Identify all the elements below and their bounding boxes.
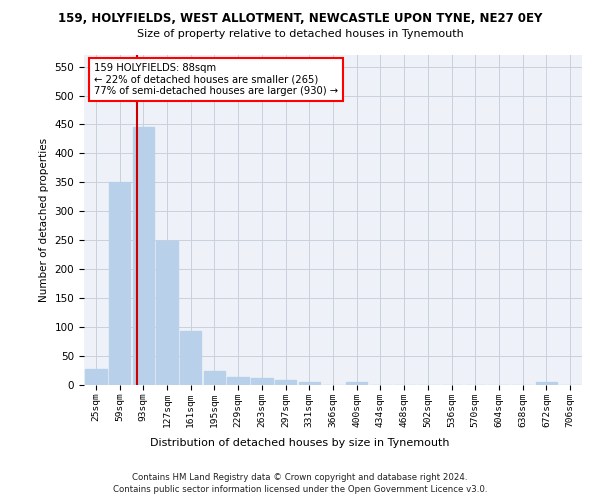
- Bar: [109, 182, 130, 385]
- Text: Contains public sector information licensed under the Open Government Licence v3: Contains public sector information licen…: [113, 485, 487, 494]
- Bar: [346, 382, 367, 385]
- Bar: [133, 128, 154, 385]
- Bar: [227, 377, 249, 385]
- Text: 159, HOLYFIELDS, WEST ALLOTMENT, NEWCASTLE UPON TYNE, NE27 0EY: 159, HOLYFIELDS, WEST ALLOTMENT, NEWCAST…: [58, 12, 542, 26]
- Bar: [157, 242, 178, 385]
- Bar: [180, 331, 202, 385]
- Text: Contains HM Land Registry data © Crown copyright and database right 2024.: Contains HM Land Registry data © Crown c…: [132, 472, 468, 482]
- Bar: [251, 378, 272, 385]
- Text: Distribution of detached houses by size in Tynemouth: Distribution of detached houses by size …: [150, 438, 450, 448]
- Bar: [275, 380, 296, 385]
- Bar: [204, 371, 225, 385]
- Text: 159 HOLYFIELDS: 88sqm
← 22% of detached houses are smaller (265)
77% of semi-det: 159 HOLYFIELDS: 88sqm ← 22% of detached …: [94, 63, 338, 96]
- Bar: [536, 382, 557, 385]
- Y-axis label: Number of detached properties: Number of detached properties: [39, 138, 49, 302]
- Bar: [85, 369, 107, 385]
- Text: Size of property relative to detached houses in Tynemouth: Size of property relative to detached ho…: [137, 29, 463, 39]
- Bar: [299, 382, 320, 385]
